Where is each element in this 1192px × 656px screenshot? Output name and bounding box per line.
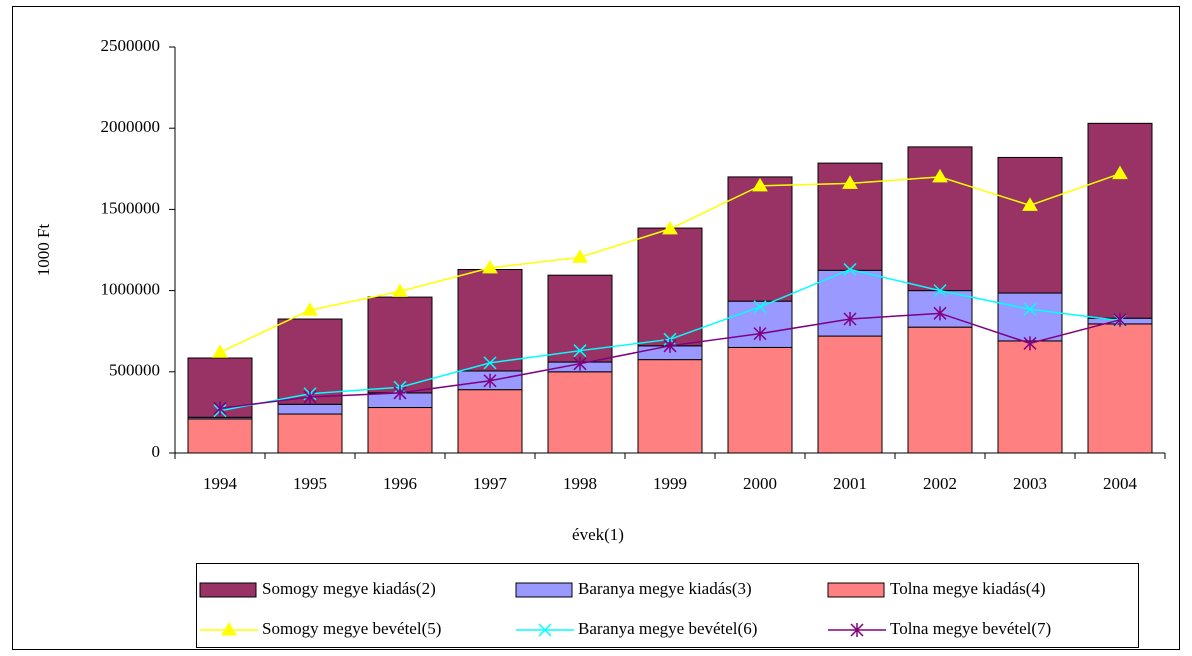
legend-label: Somogy megye kiadás(2) (262, 579, 436, 598)
x-tick-label: 1995 (293, 474, 327, 493)
bar (817, 269, 883, 337)
x-tick-label: 1999 (653, 474, 687, 493)
legend-label: Somogy megye bevétel(5) (262, 619, 441, 638)
bar (817, 335, 883, 454)
y-tick-label: 2000000 (101, 117, 161, 136)
x-tick-label: 1997 (473, 474, 508, 493)
bar (1087, 122, 1153, 319)
marker (212, 344, 228, 358)
bar (367, 407, 433, 454)
legend-swatch (827, 582, 885, 598)
legend-label: Baranya megye bevétel(6) (578, 619, 757, 638)
bar (637, 227, 703, 347)
x-axis-label: évek(1) (572, 525, 624, 544)
y-tick-label: 500000 (109, 361, 160, 380)
marker (572, 249, 588, 263)
bar (727, 346, 793, 454)
bar (547, 274, 613, 363)
marker (303, 389, 317, 404)
x-tick-label: 1994 (203, 474, 238, 493)
y-tick-label: 1500000 (101, 198, 161, 217)
x-tick-label: 2001 (833, 474, 867, 493)
marker (573, 344, 587, 358)
marker (1023, 336, 1037, 351)
marker (573, 356, 587, 371)
marker (482, 259, 498, 274)
bar (457, 389, 523, 454)
bar (277, 403, 343, 415)
marker (933, 284, 947, 298)
y-tick-label: 1000000 (101, 280, 161, 299)
bar (277, 413, 343, 454)
marker (753, 300, 767, 314)
y-tick-label: 0 (152, 442, 161, 461)
marker (752, 177, 768, 192)
marker (662, 220, 678, 235)
bar (547, 371, 613, 454)
marker (933, 306, 947, 321)
marker (538, 623, 552, 637)
bar (997, 156, 1063, 294)
legend-swatch (515, 582, 573, 598)
marker (843, 312, 857, 327)
marker (932, 168, 948, 183)
marker (1113, 312, 1127, 327)
bar (1087, 323, 1153, 454)
bar (637, 359, 703, 454)
x-tick-label: 2003 (1013, 474, 1047, 493)
x-tick-label: 2002 (923, 474, 957, 493)
marker (663, 338, 677, 353)
x-tick-label: 1998 (563, 474, 597, 493)
bar (997, 340, 1063, 454)
marker (850, 623, 864, 637)
bar (187, 418, 253, 454)
marker (483, 373, 497, 388)
legend-label: Baranya megye kiadás(3) (578, 579, 752, 598)
marker (221, 622, 237, 636)
bar (727, 176, 793, 302)
marker (213, 401, 227, 416)
marker (753, 326, 767, 341)
marker (842, 175, 858, 189)
legend-label: Tolna megye bevétel(7) (890, 619, 1051, 638)
y-tick-label: 2500000 (101, 36, 161, 55)
x-tick-label: 2004 (1103, 474, 1138, 493)
marker (843, 262, 857, 277)
legend-box (196, 563, 1139, 648)
bar (457, 268, 523, 372)
marker (483, 356, 497, 370)
marker (302, 302, 318, 316)
marker (1023, 302, 1037, 316)
legend-swatch (199, 582, 257, 598)
marker (1022, 197, 1038, 211)
y-axis-label: 1000 Ft (34, 224, 53, 277)
marker (393, 385, 407, 400)
bar (907, 326, 973, 454)
x-tick-label: 1996 (383, 474, 417, 493)
bar (367, 296, 433, 394)
x-tick-label: 2000 (743, 474, 777, 493)
marker (1112, 165, 1128, 180)
legend-label: Tolna megye kiadás(4) (890, 579, 1046, 598)
bar (997, 292, 1063, 342)
marker (392, 283, 408, 297)
bar (907, 146, 973, 292)
